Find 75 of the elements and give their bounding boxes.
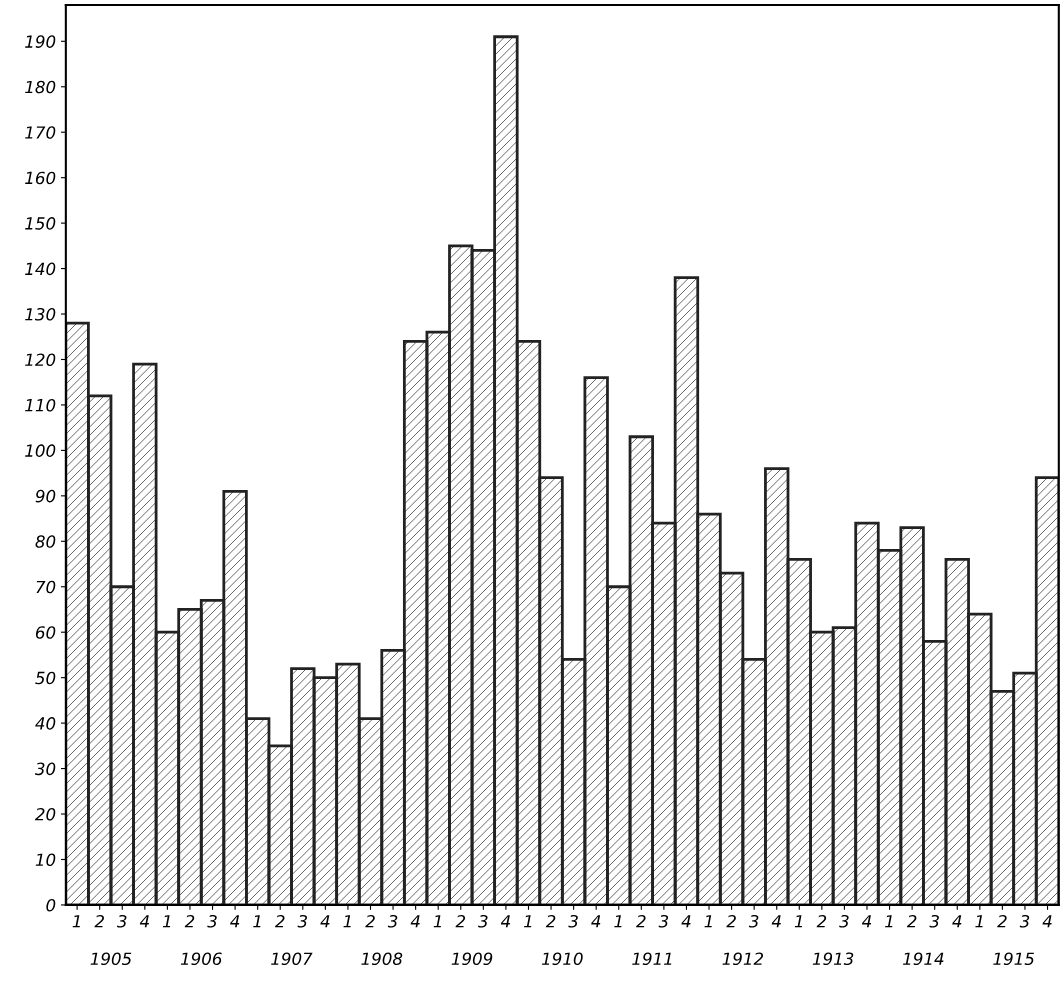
text: 1913	[812, 952, 854, 966]
x-tick-label: 2	[365, 914, 375, 928]
text: 1907	[271, 952, 313, 966]
y-tick-label: 50	[35, 671, 56, 685]
y-tick-label: 20	[34, 807, 56, 821]
x-tick-label: 3	[207, 914, 217, 928]
x-tick-label: 4	[320, 915, 330, 928]
y-tick-label: 30	[34, 762, 56, 776]
x-tick-label: 3	[568, 914, 578, 928]
x-tick-label: 1	[975, 915, 983, 928]
x-tick-label: 3	[297, 914, 308, 928]
text: 1915	[993, 952, 1034, 966]
x-tick-label: 4	[681, 915, 691, 928]
x-tick-label: 4	[139, 915, 149, 928]
x-tick-label: 3	[478, 914, 488, 928]
y-tick-label: 80	[35, 535, 56, 548]
text: 1905	[90, 952, 132, 966]
text: 1906	[180, 952, 222, 966]
x-tick-label: 3	[658, 914, 669, 928]
x-tick-label: 3	[116, 914, 127, 928]
y-tick-label: 60	[35, 626, 56, 639]
x-tick-label: 4	[230, 915, 240, 928]
x-tick-label: 1	[614, 915, 622, 928]
x-tick-label: 4	[410, 915, 420, 928]
x-tick-label: 3	[387, 914, 398, 928]
x-tick-label: 2	[816, 914, 827, 928]
x-tick-label: 4	[861, 915, 872, 928]
x-tick-label: 2	[997, 914, 1007, 928]
y-tick-label: 70	[36, 580, 56, 594]
x-tick-label: 4	[591, 915, 601, 928]
x-tick-label: 4	[952, 915, 962, 928]
x-tick-label: 1	[343, 915, 351, 928]
x-tick-label: 1	[885, 915, 893, 928]
y-tick-label: 130	[25, 307, 56, 321]
y-tick-label: 160	[25, 171, 56, 185]
text: 1912	[722, 952, 764, 966]
y-tick-label: 100	[25, 444, 56, 457]
y-tick-label: 110	[25, 398, 56, 412]
x-tick-label: 3	[929, 914, 939, 928]
x-tick-label: 2	[455, 914, 466, 928]
y-tick-label: 190	[25, 35, 56, 48]
y-tick-label: 180	[25, 80, 56, 94]
x-tick-label: 1	[704, 915, 712, 928]
y-tick-label: 150	[25, 217, 56, 230]
x-tick-label: 1	[794, 915, 803, 928]
y-tick-label: 140	[25, 262, 56, 276]
x-tick-label: 2	[545, 914, 556, 928]
x-tick-label: 1	[162, 915, 171, 928]
x-tick-label: 3	[1019, 914, 1030, 928]
x-tick-label: 3	[839, 914, 849, 928]
x-tick-label: 1	[253, 915, 261, 928]
y-tick-label: 10	[35, 853, 56, 867]
y-tick-label: 170	[25, 126, 56, 139]
text: 1911	[632, 952, 672, 966]
x-tick-label: 2	[94, 914, 104, 928]
x-tick-label: 1	[523, 915, 532, 928]
text: 1914	[903, 952, 944, 966]
x-tick-label: 2	[275, 914, 285, 928]
x-tick-label: 1	[433, 915, 441, 928]
x-tick-label: 2	[906, 914, 917, 928]
x-tick-label: 4	[1042, 915, 1052, 928]
x-tick-label: 3	[748, 914, 759, 928]
y-tick-label: 90	[35, 489, 56, 503]
x-tick-label: 4	[500, 915, 511, 928]
x-tick-label: 2	[726, 914, 736, 928]
x-tick-label: 2	[184, 914, 195, 928]
y-tick-label: 0	[46, 898, 56, 912]
y-tick-label: 120	[25, 353, 56, 367]
text: 1910	[541, 952, 583, 966]
text: 1909	[451, 952, 493, 966]
y-tick-label: 40	[35, 717, 56, 730]
x-tick-label: 1	[72, 915, 80, 928]
x-tick-label: 2	[636, 914, 646, 928]
x-tick-label: 4	[771, 915, 781, 928]
text: 1908	[361, 952, 403, 966]
